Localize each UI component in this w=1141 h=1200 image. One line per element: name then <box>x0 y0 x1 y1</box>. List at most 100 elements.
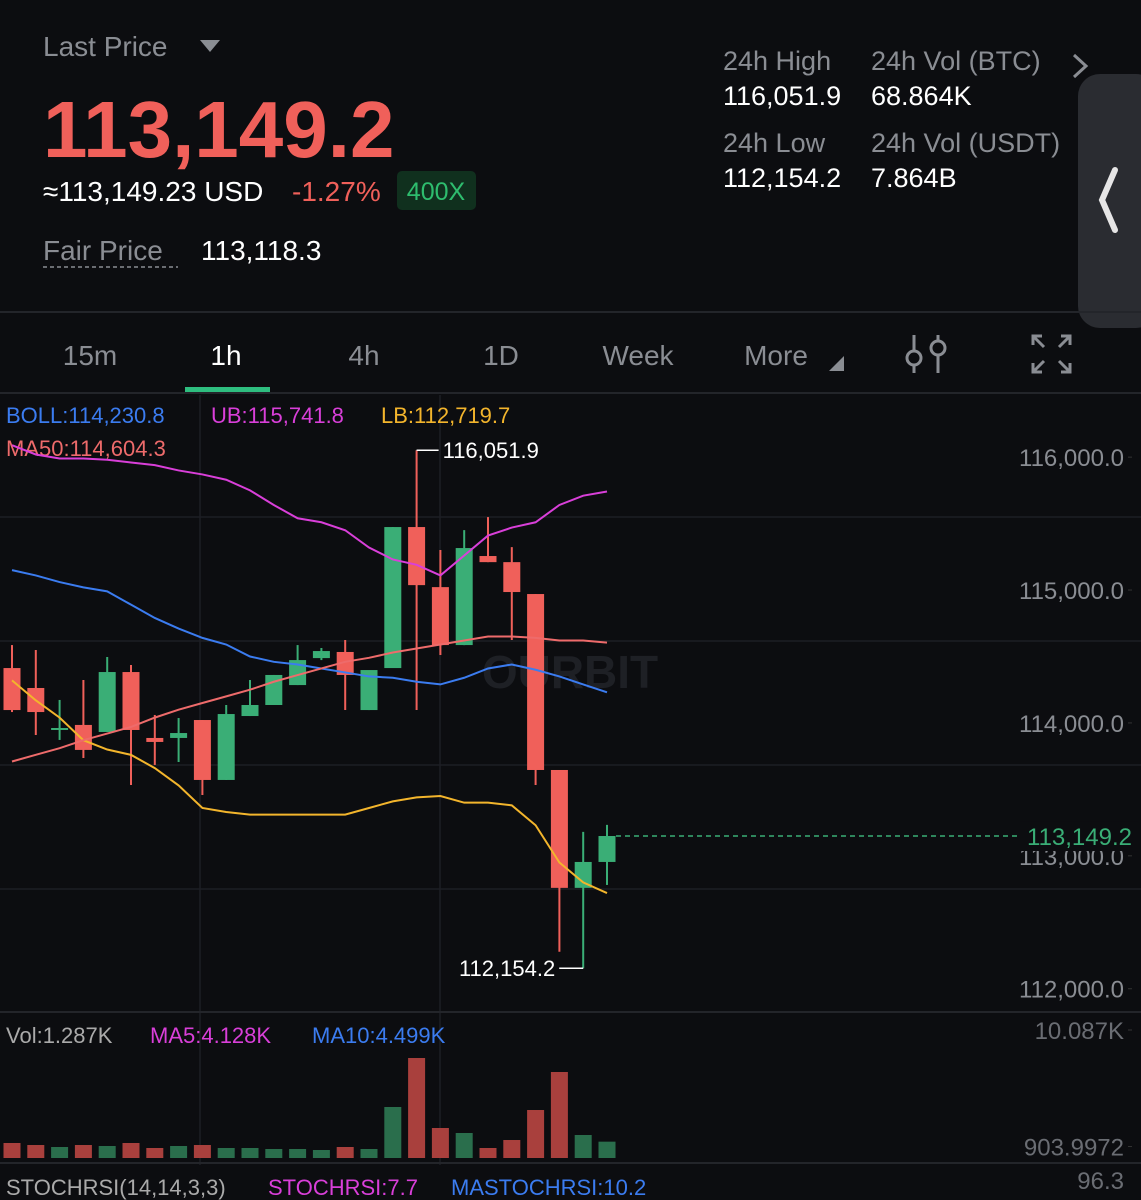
volume-bar <box>431 1128 449 1158</box>
volume-bar <box>27 1145 45 1158</box>
candle-body <box>479 556 497 563</box>
candle-body <box>431 587 449 646</box>
change: -1.27% <box>292 176 381 207</box>
candle-body <box>408 527 426 586</box>
high-annotation: 116,051.9 <box>443 438 539 463</box>
candle-body <box>384 527 402 669</box>
volume-bar <box>122 1143 140 1158</box>
y-tick-label: 116,000.0 <box>1019 445 1124 472</box>
indicator-line <box>11 569 608 694</box>
volume-bar <box>408 1058 426 1158</box>
stat-value: 7.864B <box>871 163 957 193</box>
candle-body <box>598 836 616 862</box>
candle-body <box>455 548 473 646</box>
candle-body <box>146 737 164 742</box>
volume-bar <box>360 1149 378 1158</box>
volume-bar <box>574 1135 592 1158</box>
y-tick-label: 114,000.0 <box>1019 711 1124 738</box>
last-price: 113,149.2 <box>43 85 394 174</box>
candle-body <box>217 714 235 780</box>
volume-bar <box>598 1141 616 1158</box>
tab[interactable]: 1h <box>210 340 241 371</box>
stochrsi-legend: STOCHRSI:7.7 <box>268 1175 418 1200</box>
side-tab-arrow <box>1098 167 1118 233</box>
y-tick-label: 115,000.0 <box>1019 578 1124 605</box>
indicator-legend: LB:112,719.7 <box>381 403 510 428</box>
fullscreen-icon[interactable] <box>1031 334 1072 374</box>
candle-body <box>193 720 211 780</box>
volume-bar <box>146 1148 164 1158</box>
candle-body <box>550 769 568 888</box>
candle-body <box>74 724 92 750</box>
fair-price-label[interactable]: Fair Price <box>43 235 163 266</box>
volume-legend: MA10:4.499K <box>312 1023 446 1048</box>
candle-body <box>3 668 21 711</box>
stat-value: 112,154.2 <box>723 163 841 193</box>
volume-bar <box>312 1150 330 1158</box>
volume-tick-label: 903.9972 <box>1024 1135 1124 1162</box>
volume-legend: Vol:1.287K <box>6 1023 113 1048</box>
candle-body <box>289 660 307 686</box>
watermark: OURBIT <box>482 646 658 698</box>
indicator-legend: MA50:114,604.3 <box>6 436 166 461</box>
volume-bar <box>455 1133 473 1158</box>
last-price-label: 113,149.2 <box>1027 824 1132 851</box>
indicator-icon[interactable] <box>905 335 947 373</box>
volume-bar <box>503 1140 521 1158</box>
leverage: 400X <box>407 178 466 206</box>
indicator-line <box>11 444 608 577</box>
stat-label: 24h Vol (BTC) <box>871 46 1041 76</box>
volume-bar <box>289 1149 307 1158</box>
volume-bar <box>98 1145 116 1158</box>
y-tick-label: 112,000.0 <box>1019 977 1124 1004</box>
grid <box>0 395 1141 1165</box>
volume-bar <box>384 1107 402 1158</box>
candle-body <box>574 861 592 888</box>
candle-body <box>503 562 521 593</box>
last-price-label[interactable]: Last Price <box>43 31 168 62</box>
candle-body <box>98 672 116 732</box>
candle-body <box>336 651 354 675</box>
tab[interactable]: 1D <box>483 340 519 371</box>
stat-value: 116,051.9 <box>723 81 841 111</box>
stochrsi-tick-label: 96.3 <box>1077 1168 1124 1195</box>
more-arrow <box>829 356 844 371</box>
usd-price: ≈113,149.23 USD <box>43 176 263 207</box>
volume-bar <box>550 1072 568 1158</box>
volume-bar <box>51 1146 69 1158</box>
volume-bar <box>527 1110 545 1158</box>
stochrsi-legend: MASTOCHRSI:10.2 <box>451 1175 646 1200</box>
volume-bar <box>336 1146 354 1158</box>
chevron-right[interactable] <box>1072 53 1089 79</box>
tab[interactable]: Week <box>602 340 674 371</box>
candle-body <box>122 672 140 730</box>
tab[interactable]: 4h <box>348 340 379 371</box>
volume-bar <box>193 1145 211 1158</box>
stat-label: 24h High <box>723 46 831 76</box>
indicator-line <box>11 635 608 763</box>
volume-tick-label: 10.087K <box>1035 1018 1124 1045</box>
indicator-line <box>11 679 608 895</box>
leverage-badge <box>397 171 476 210</box>
low-annotation: 112,154.2 <box>459 956 555 981</box>
dropdown-arrow[interactable] <box>200 40 220 52</box>
volume-bar <box>74 1145 92 1158</box>
volume-bar <box>170 1145 188 1158</box>
tab[interactable]: More <box>744 340 808 371</box>
volume-bar <box>241 1148 259 1158</box>
candle-body <box>312 651 330 659</box>
last-price-bg <box>1020 821 1138 852</box>
candle-body <box>51 727 69 730</box>
side-tab[interactable] <box>1078 74 1141 328</box>
tab[interactable]: 15m <box>63 340 117 371</box>
indicator-legend: BOLL:114,230.8 <box>6 403 165 428</box>
active-tab-underline <box>185 387 270 392</box>
volume-bar <box>217 1148 235 1158</box>
stat-label: 24h Vol (USDT) <box>871 128 1060 158</box>
stat-value: 68.864K <box>871 81 972 111</box>
volume-bar <box>265 1149 283 1158</box>
volume-bar <box>479 1148 497 1158</box>
volume-legend: MA5:4.128K <box>150 1023 271 1048</box>
